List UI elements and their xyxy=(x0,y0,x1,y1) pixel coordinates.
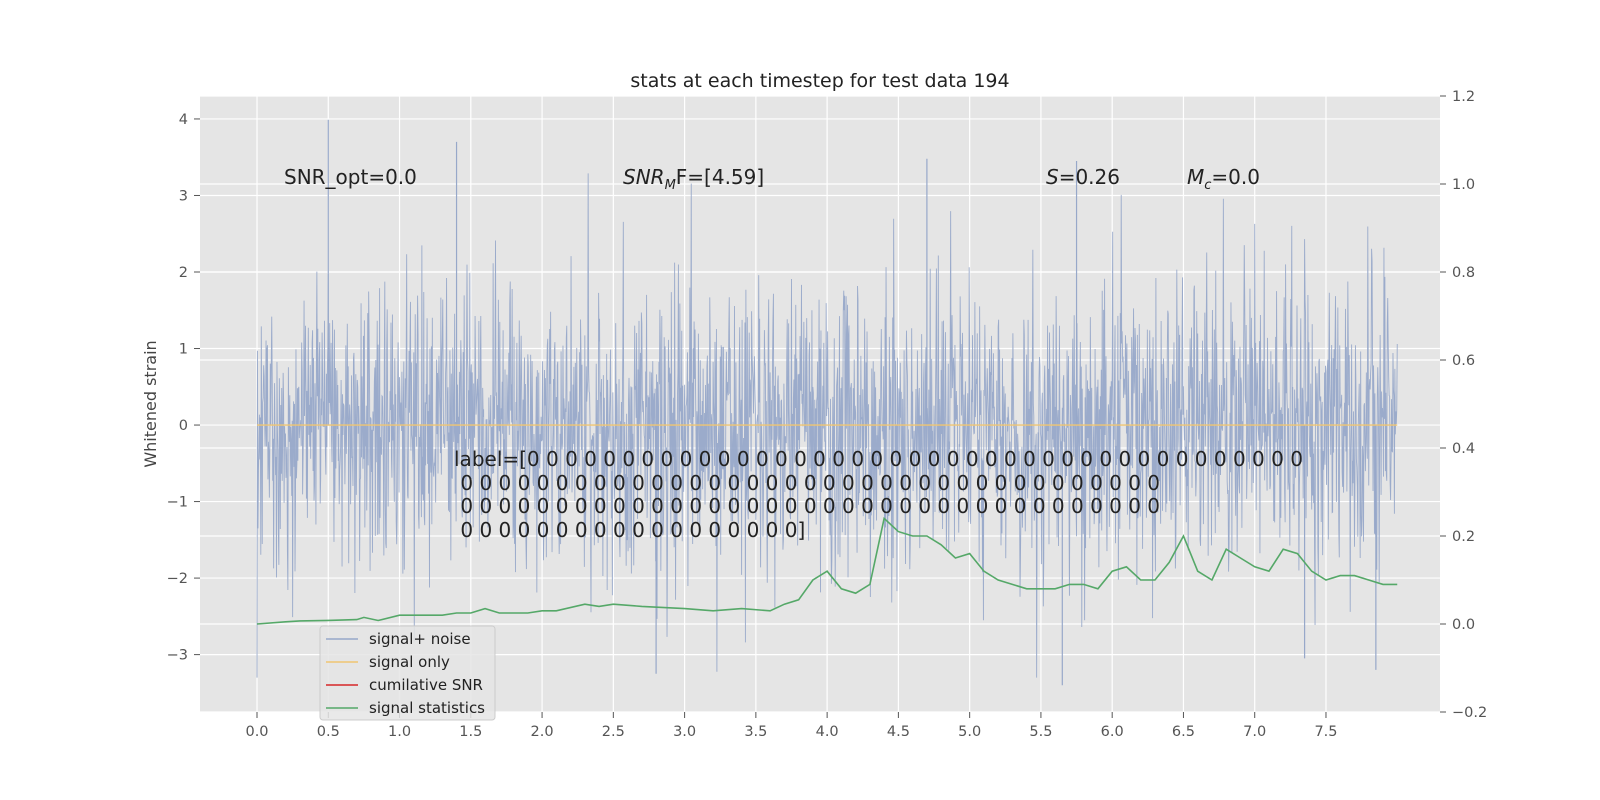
y2-tick-label: 0.6 xyxy=(1452,353,1475,369)
y-axis-label: Whitened strain xyxy=(141,340,160,467)
y-tick-label: 0 xyxy=(179,418,188,434)
legend: signal+ noise signal only cumilative SNR… xyxy=(319,625,496,721)
x-tick-label: 0.5 xyxy=(317,724,340,740)
x-tick-label: 1.5 xyxy=(459,724,482,740)
y-tick-label: 2 xyxy=(179,265,188,281)
x-tick-label: 2.5 xyxy=(602,724,625,740)
legend-item-signal-only: signal only xyxy=(326,653,450,671)
chart-title: stats at each timestep for test data 194 xyxy=(630,70,1009,92)
snr-mf-subscript: M xyxy=(665,178,676,193)
s-symbol: S xyxy=(1046,165,1059,189)
legend-item-cumulative-snr: cumilative SNR xyxy=(326,676,483,694)
x-tick-label: 0.0 xyxy=(245,724,268,740)
label-line-1: label=[0 0 0 0 0 0 0 0 0 0 0 0 0 0 0 0 0… xyxy=(454,447,1303,471)
y2-tick-label: 0.8 xyxy=(1452,265,1475,281)
mc-value: =0.0 xyxy=(1211,165,1260,189)
y2-tick-label: 1.0 xyxy=(1452,177,1475,193)
signal-noise-line xyxy=(256,173,1398,678)
y2-tick-label: 0.4 xyxy=(1452,441,1475,457)
legend-label-cumulative-snr: cumilative SNR xyxy=(369,676,483,694)
label-line-3: 0 0 0 0 0 0 0 0 0 0 0 0 0 0 0 0 0 0 0 0 … xyxy=(454,494,1160,518)
s-annotation: S=0.26 xyxy=(1046,165,1120,189)
mc-annotation: Mc=0.0 xyxy=(1187,165,1260,193)
y2-tick-label: 0.0 xyxy=(1452,617,1475,633)
y2-tick-label: 1.2 xyxy=(1452,89,1475,105)
x-tick-label: 6.5 xyxy=(1172,724,1195,740)
legend-label-signal-only: signal only xyxy=(369,653,450,671)
x-tick-label: 6.0 xyxy=(1101,724,1124,740)
noise-trace xyxy=(256,119,1398,686)
legend-item-signal-noise: signal+ noise xyxy=(326,630,471,648)
snr-mf-value: F=[4.59] xyxy=(676,165,764,189)
s-value: =0.26 xyxy=(1059,165,1120,189)
y-tick-label: −2 xyxy=(167,571,188,587)
x-tick-label: 5.5 xyxy=(1029,724,1052,740)
label-line-4: 0 0 0 0 0 0 0 0 0 0 0 0 0 0 0 0 0 0] xyxy=(454,518,805,542)
y-tick-label: 3 xyxy=(179,188,188,204)
legend-label-signal-statistics: signal statistics xyxy=(369,699,485,717)
signal-statistics-line xyxy=(256,516,1398,625)
x-tick-label: 2.0 xyxy=(531,724,554,740)
mc-subscript: c xyxy=(1204,178,1211,193)
x-tick-label: 3.0 xyxy=(673,724,696,740)
y-tick-label: 1 xyxy=(179,342,188,358)
legend-item-signal-statistics: signal statistics xyxy=(326,699,485,717)
x-tick-label: 4.5 xyxy=(887,724,910,740)
x-tick-label: 3.5 xyxy=(744,724,767,740)
snr-mf-annotation: SNRMF=[4.59] xyxy=(623,165,764,193)
legend-box xyxy=(319,625,496,721)
x-tick-label: 7.5 xyxy=(1314,724,1337,740)
axes: 0.0 0.5 1.0 1.5 2.0 2.5 3.0 3.5 4.0 4.5 5.0 5.5 6.0 6… xyxy=(167,89,1488,740)
mc-symbol: M xyxy=(1187,165,1204,189)
label-annotation: label=[0 0 0 0 0 0 0 0 0 0 0 0 0 0 0 0 0… xyxy=(454,447,1347,542)
y-tick-label: −3 xyxy=(167,648,188,664)
snr-mf-symbol: SNR xyxy=(623,165,665,189)
series-layer xyxy=(256,424,1398,625)
snr-opt-annotation: SNR_opt=0.0 xyxy=(284,165,417,189)
y2-tick-label: −0.2 xyxy=(1452,705,1487,721)
label-line-2: 0 0 0 0 0 0 0 0 0 0 0 0 0 0 0 0 0 0 0 0 … xyxy=(454,471,1160,495)
annotations: SNR_opt=0.0 SNRMF=[4.59] S=0.26 Mc=0.0 l… xyxy=(284,165,1347,542)
x-tick-label: 1.0 xyxy=(388,724,411,740)
y-tick-label: 4 xyxy=(179,112,188,128)
x-tick-label: 7.0 xyxy=(1243,724,1266,740)
y2-tick-label: 0.2 xyxy=(1452,529,1475,545)
y-tick-label: −1 xyxy=(167,495,188,511)
x-tick-label: 5.0 xyxy=(958,724,981,740)
x-tick-label: 4.0 xyxy=(816,724,839,740)
legend-label-signal-noise: signal+ noise xyxy=(369,630,471,648)
